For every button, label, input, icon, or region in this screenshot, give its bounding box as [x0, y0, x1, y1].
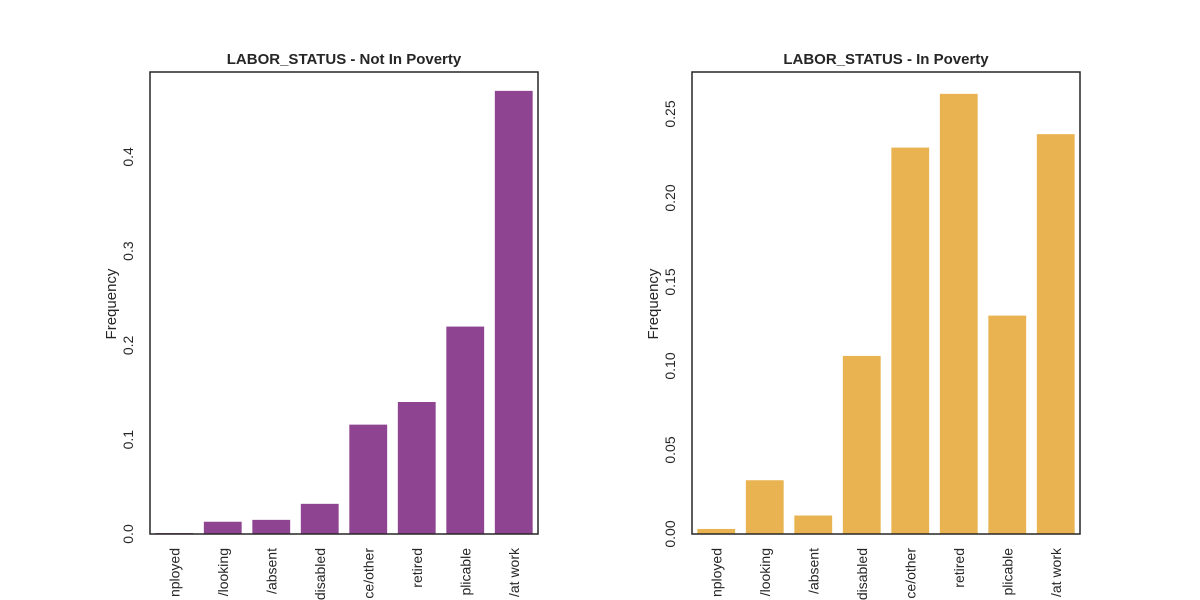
x-ticks: nployed/looking/absent disabled ce/other re…	[708, 547, 1064, 600]
x-tick-label: nployed	[166, 548, 182, 597]
chart-in-poverty: LABOR_STATUS - In Poverty Frequency 0.00…	[645, 51, 1081, 600]
x-tick-label: disabled	[312, 548, 328, 600]
bar	[1036, 134, 1075, 534]
y-tick-label: 0.0	[120, 524, 136, 544]
plot-frame	[691, 71, 1081, 535]
y-axis-label: Frequency	[103, 268, 120, 339]
bar	[697, 528, 736, 534]
x-tick-label: nployed	[708, 548, 724, 597]
y-tick-label: 0.3	[120, 241, 136, 261]
bar	[794, 515, 833, 534]
x-tick-label: /absent	[263, 548, 279, 594]
y-ticks: 0.0 0.1 0.2 0.3 0.4	[120, 147, 136, 544]
bar	[349, 424, 388, 534]
bar	[891, 147, 930, 534]
bar	[446, 326, 485, 534]
plot-frame	[149, 71, 539, 535]
y-axis-label: Frequency	[645, 268, 662, 339]
x-tick-label: disabled	[854, 548, 870, 600]
x-tick-label: /absent	[805, 548, 821, 594]
x-tick-label: plicable	[457, 548, 473, 596]
x-tick-label: retired	[409, 548, 425, 588]
y-tick-label: 0.25	[662, 100, 678, 127]
x-tick-label: retired	[951, 548, 967, 588]
bar	[252, 519, 291, 534]
bar	[300, 503, 339, 534]
x-tick-label: plicable	[999, 548, 1015, 596]
y-tick-label: 0.10	[662, 352, 678, 379]
chart-title: LABOR_STATUS - Not In Poverty	[227, 51, 462, 68]
bar	[939, 93, 978, 534]
y-tick-label: 0.4	[120, 147, 136, 167]
x-tick-label: /looking	[215, 548, 231, 596]
bar	[397, 402, 436, 534]
x-tick-label: /looking	[757, 548, 773, 596]
y-tick-label: 0.20	[662, 184, 678, 211]
x-ticks: nployed/looking/absent disabled ce/other re…	[166, 547, 522, 600]
x-tick-label: /at work	[1048, 547, 1064, 597]
y-tick-label: 0.1	[120, 430, 136, 450]
bars	[155, 90, 533, 535]
chart-not-in-poverty: LABOR_STATUS - Not In Poverty Frequency …	[103, 51, 539, 600]
bars	[697, 93, 1075, 534]
y-tick-label: 0.2	[120, 335, 136, 355]
x-tick-label: ce/other	[360, 548, 376, 599]
bar	[988, 315, 1027, 534]
y-ticks: 0.00 0.05 0.10 0.15 0.20 0.25	[662, 100, 678, 547]
chart-title: LABOR_STATUS - In Poverty	[783, 51, 989, 68]
x-tick-label: ce/other	[902, 548, 918, 599]
bar	[745, 480, 784, 534]
y-tick-label: 0.15	[662, 268, 678, 295]
bar	[203, 521, 242, 534]
bar	[494, 90, 533, 535]
y-tick-label: 0.05	[662, 436, 678, 463]
bar	[842, 355, 881, 534]
y-tick-label: 0.00	[662, 520, 678, 547]
x-tick-label: /at work	[506, 547, 522, 597]
